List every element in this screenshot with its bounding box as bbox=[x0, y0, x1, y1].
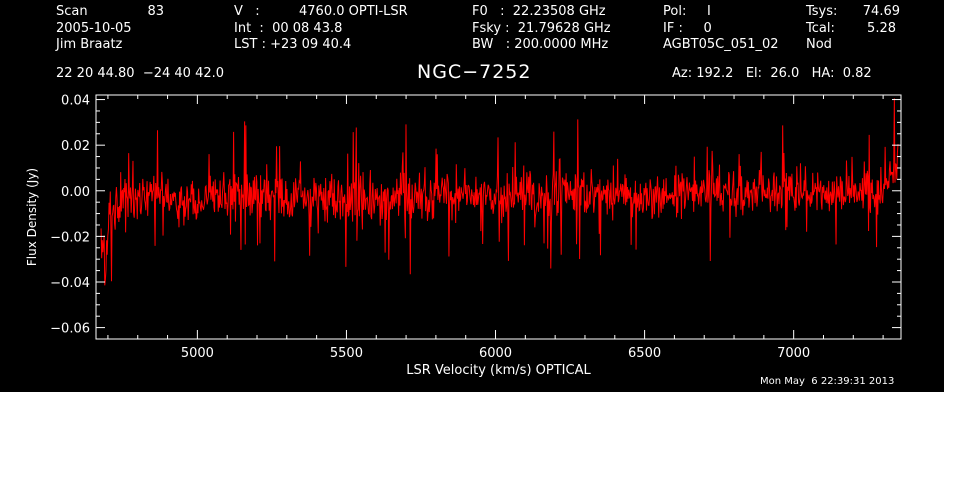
procedure: Nod bbox=[806, 37, 832, 52]
y-tick-label: 0.02 bbox=[61, 139, 90, 154]
spectrum-chart: 5000 5500 6000 6500 7000 −0.06 −0.04 −0.02 0.00 0… bbox=[25, 94, 902, 378]
source-name: NGC−7252 bbox=[417, 61, 532, 83]
axis-ticks bbox=[96, 95, 901, 340]
integration-time: Int : 00 08 43.8 bbox=[234, 21, 343, 36]
if-number: IF : 0 bbox=[663, 21, 712, 36]
x-tick-label: 6000 bbox=[479, 346, 512, 361]
x-tick-label: 5000 bbox=[181, 346, 214, 361]
axis-tick-labels: 5000 5500 6000 6500 7000 −0.06 −0.04 −0.02 0.00 0… bbox=[50, 94, 810, 361]
tcal-label: Tcal: bbox=[806, 21, 835, 36]
observation-date: 2005-10-05 bbox=[56, 21, 132, 36]
y-tick-label: 0.04 bbox=[61, 94, 90, 109]
plot-window: Scan 83 V : 4760.0 OPTI-LSR F0 : 22.2350… bbox=[0, 0, 944, 392]
plot-timestamp: Mon May 6 22:39:31 2013 bbox=[760, 376, 895, 387]
velocity-label: V : bbox=[234, 4, 260, 19]
source-coordinates: 22 20 44.80 −24 40 42.0 bbox=[56, 66, 225, 81]
tcal-value: 5.28 bbox=[867, 21, 896, 36]
x-tick-label: 5500 bbox=[330, 346, 363, 361]
y-tick-label: −0.02 bbox=[50, 230, 90, 245]
x-tick-label: 7000 bbox=[777, 346, 810, 361]
x-axis-title: LSR Velocity (km/s) OPTICAL bbox=[406, 363, 591, 378]
scan-value: 83 bbox=[147, 4, 164, 19]
spectrum-series-line bbox=[100, 98, 899, 286]
y-tick-label: −0.04 bbox=[50, 276, 90, 291]
y-tick-label: −0.06 bbox=[50, 322, 90, 337]
tsys-value: 74.69 bbox=[862, 4, 900, 19]
polarization: Pol: I bbox=[663, 4, 711, 19]
y-axis-title: Flux Density (Jy) bbox=[25, 168, 39, 266]
project-id: AGBT05C_051_02 bbox=[663, 37, 779, 52]
observer-name: Jim Braatz bbox=[56, 37, 123, 52]
sky-frequency: Fsky : 21.79628 GHz bbox=[472, 21, 611, 36]
y-tick-label: 0.00 bbox=[61, 185, 90, 200]
pointing-info: Az: 192.2 El: 26.0 HA: 0.82 bbox=[672, 66, 872, 81]
bandwidth: BW : 200.0000 MHz bbox=[472, 37, 609, 52]
x-tick-label: 6500 bbox=[628, 346, 661, 361]
scan-label: Scan bbox=[56, 4, 88, 19]
velocity-value: 4760.0 OPTI-LSR bbox=[299, 4, 408, 19]
local-sidereal-time: LST : +23 09 40.4 bbox=[234, 37, 352, 52]
spectrum-series-layer bbox=[100, 98, 899, 286]
plot-frame bbox=[95, 94, 902, 340]
rest-frequency: F0 : 22.23508 GHz bbox=[472, 4, 606, 19]
tsys-label: Tsys: bbox=[806, 4, 838, 19]
